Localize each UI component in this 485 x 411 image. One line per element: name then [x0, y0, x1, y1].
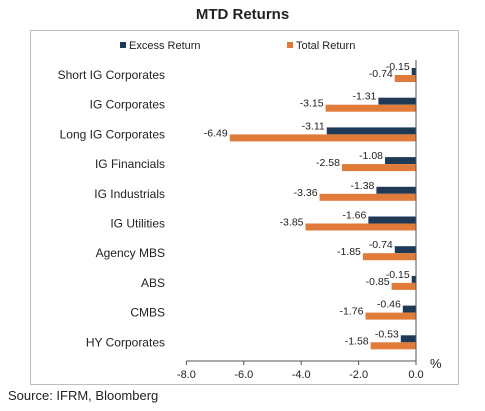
category-label: IG Utilities — [110, 217, 165, 231]
legend-swatch-1 — [287, 42, 293, 48]
bar — [402, 305, 416, 313]
bar-value-label: -3.15 — [300, 98, 324, 110]
bar — [305, 223, 416, 231]
bar-value-label: -3.11 — [302, 120, 325, 132]
bar — [368, 216, 416, 224]
bar-value-label: -1.76 — [340, 306, 364, 318]
bar-value-label: -0.53 — [375, 328, 399, 340]
category-label: HY Corporates — [86, 335, 165, 349]
x-tick-label: 0.0 — [408, 369, 423, 381]
category-label: IG Financials — [95, 157, 165, 171]
bar-value-label: -0.15 — [386, 61, 410, 73]
bar — [385, 157, 416, 165]
legend-label-0: Excess Return — [129, 40, 201, 52]
category-label: Short IG Corporates — [58, 68, 165, 82]
bar — [391, 282, 416, 290]
bar-value-label: -3.36 — [294, 187, 318, 199]
bar-value-label: -1.85 — [337, 246, 361, 258]
bar-value-label: -2.58 — [316, 157, 340, 169]
category-label: IG Corporates — [90, 98, 165, 112]
bar-value-label: -0.15 — [386, 269, 410, 281]
bar — [229, 134, 416, 142]
x-tick-label: -6.0 — [234, 369, 253, 381]
bar — [370, 342, 416, 350]
category-label: IG Industrials — [94, 187, 165, 201]
bar-value-label: -1.58 — [345, 335, 369, 347]
legend-swatch-0 — [120, 42, 126, 48]
bar-value-label: -3.85 — [280, 217, 304, 229]
bar — [325, 104, 416, 112]
bar — [394, 246, 416, 254]
bar — [378, 97, 416, 105]
bar-value-label: -0.74 — [369, 68, 393, 80]
bar-value-label: -0.46 — [377, 299, 401, 311]
chart-frame — [30, 30, 459, 385]
bar — [376, 186, 416, 194]
bar-value-label: -1.31 — [352, 91, 376, 103]
bar — [365, 312, 416, 320]
bar — [326, 127, 416, 135]
bar-value-label: -1.38 — [350, 180, 374, 192]
category-label: Long IG Corporates — [60, 127, 165, 141]
bar — [362, 253, 416, 261]
x-tick-label: -4.0 — [292, 369, 311, 381]
source-note: Source: IFRM, Bloomberg — [8, 388, 159, 403]
bar-value-label: -1.08 — [359, 150, 383, 162]
bar-value-label: -1.66 — [342, 210, 366, 222]
bar — [411, 68, 416, 75]
chart-title: MTD Returns — [195, 6, 290, 23]
bar-value-label: -0.74 — [369, 239, 393, 251]
category-label: Agency MBS — [96, 246, 165, 260]
bar-value-label: -6.49 — [204, 127, 228, 139]
bar — [400, 335, 416, 343]
legend-label-1: Total Return — [296, 40, 355, 52]
category-label: ABS — [141, 276, 165, 290]
bar-value-label: -0.85 — [366, 276, 390, 288]
bar — [319, 193, 416, 201]
category-label: CMBS — [130, 306, 165, 320]
x-tick-label: -2.0 — [349, 369, 368, 381]
x-tick-label: -8.0 — [177, 369, 196, 381]
bar — [394, 75, 416, 82]
x-axis-unit-label: % — [430, 356, 442, 371]
bar — [411, 275, 416, 283]
bar — [341, 164, 416, 172]
